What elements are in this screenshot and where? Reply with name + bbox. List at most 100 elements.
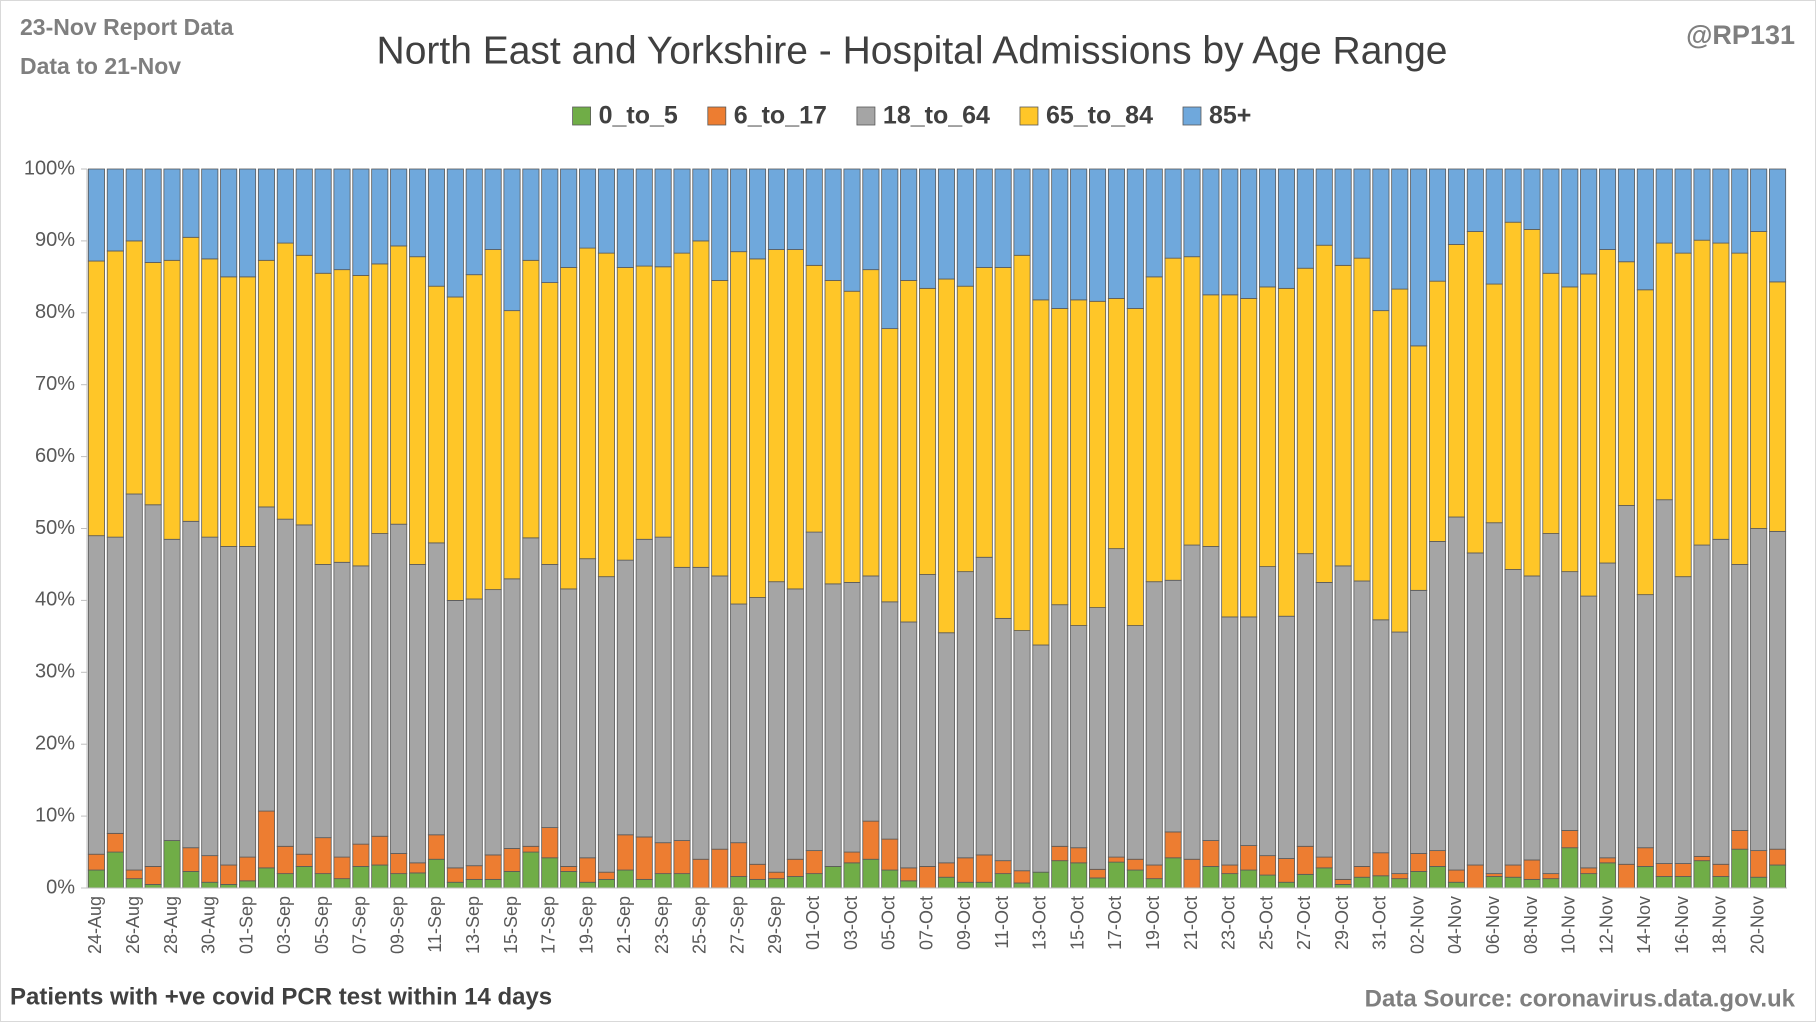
bar-segment xyxy=(1523,859,1541,880)
bar-segment xyxy=(1221,873,1239,889)
bar-segment xyxy=(371,864,389,889)
bar-segment xyxy=(276,242,294,520)
bar-segment xyxy=(673,566,691,841)
bar-segment xyxy=(1485,873,1503,877)
bar-segment xyxy=(862,168,880,271)
y-tick-label: 100% xyxy=(24,157,75,179)
bar-segment xyxy=(749,597,767,865)
bar-segment xyxy=(87,869,105,889)
bar-segment xyxy=(975,267,993,558)
bar-segment xyxy=(1013,254,1031,631)
bar-segment xyxy=(314,837,332,875)
bar-segment xyxy=(824,168,842,281)
bar-segment xyxy=(1580,168,1598,275)
bar-segment xyxy=(1013,168,1031,256)
bar-segment xyxy=(560,866,578,872)
bar-segment xyxy=(484,854,502,880)
bar-segment xyxy=(1542,168,1560,274)
bar-segment xyxy=(1410,589,1428,854)
bar-segment xyxy=(446,867,464,883)
x-tick-label: 10-Nov xyxy=(1559,896,1579,954)
bar-segment xyxy=(881,869,899,889)
y-tick-label: 60% xyxy=(35,445,75,467)
bar-segment xyxy=(1429,541,1447,852)
bar-segment xyxy=(220,546,238,866)
y-tick-label: 70% xyxy=(35,373,75,395)
bar-segment xyxy=(257,259,275,508)
bar-segment xyxy=(371,168,389,265)
bar-segment xyxy=(541,168,559,284)
bar-segment xyxy=(1391,288,1409,633)
bar-segment xyxy=(239,168,257,278)
bar-segment xyxy=(881,168,899,330)
bar-segment xyxy=(1277,615,1295,859)
bar-segment xyxy=(87,853,105,871)
bar-segment xyxy=(1410,871,1428,889)
bar-segment xyxy=(409,564,427,864)
x-tick-label: 07-Oct xyxy=(916,896,936,950)
bar-segment xyxy=(692,858,710,889)
x-tick-label: 25-Sep xyxy=(690,896,710,954)
x-tick-label: 23-Oct xyxy=(1219,896,1239,950)
bar-segment xyxy=(1051,168,1069,309)
bar-segment xyxy=(994,860,1012,875)
bar-segment xyxy=(1126,858,1144,871)
bar-segment xyxy=(1466,552,1484,866)
bar-segment xyxy=(1750,168,1768,232)
bar-segment xyxy=(1561,168,1579,288)
bar-segment xyxy=(1296,845,1314,875)
bar-segment xyxy=(881,328,899,603)
x-tick-label: 31-Oct xyxy=(1370,896,1390,950)
bar-segment xyxy=(1599,857,1617,864)
bar-segment xyxy=(1372,168,1390,312)
bar-segment xyxy=(1089,868,1107,879)
bar-segment xyxy=(956,571,974,859)
bar-segment xyxy=(767,249,785,583)
x-tick-label: 01-Oct xyxy=(803,896,823,950)
x-tick-label: 06-Nov xyxy=(1483,896,1503,954)
bar-segment xyxy=(333,561,351,858)
bar-segment xyxy=(1561,830,1579,849)
bar-segment xyxy=(276,845,294,875)
bar-segment xyxy=(616,267,634,561)
x-tick-label: 03-Sep xyxy=(274,896,294,954)
x-tick-label: 19-Sep xyxy=(576,896,596,954)
bar-segment xyxy=(1504,569,1522,866)
bar-segment xyxy=(654,873,672,889)
bar-segment xyxy=(1599,168,1617,250)
bar-segment xyxy=(106,832,124,853)
bar-segment xyxy=(1334,878,1352,885)
bar-segment xyxy=(730,876,748,889)
bar-segment xyxy=(1617,863,1635,889)
bar-segment xyxy=(1429,866,1447,889)
bar-segment xyxy=(1674,576,1692,864)
bar-segment xyxy=(749,863,767,880)
bar-segment xyxy=(1164,579,1182,833)
bar-segment xyxy=(862,820,880,860)
bar-segment xyxy=(1410,853,1428,872)
bar-segment xyxy=(994,168,1012,268)
bar-segment xyxy=(1164,857,1182,889)
bar-segment xyxy=(1259,874,1277,889)
bar-segment xyxy=(295,524,313,855)
bar-segment xyxy=(956,168,974,287)
bar-segment xyxy=(1013,870,1031,884)
bar-segment xyxy=(1240,869,1258,889)
y-tick-label: 30% xyxy=(35,661,75,683)
x-tick-label: 05-Oct xyxy=(879,896,899,950)
bar-segment xyxy=(465,865,483,880)
bar-segment xyxy=(616,869,634,889)
bar-segment xyxy=(1693,860,1711,889)
bar-segment xyxy=(201,536,219,857)
bar-segment xyxy=(579,558,597,859)
bar-segment xyxy=(1334,168,1352,266)
x-tick-label: 01-Sep xyxy=(236,896,256,954)
legend-label: 18_to_64 xyxy=(883,102,990,130)
bar-segment xyxy=(1051,845,1069,862)
bar-segment xyxy=(1296,267,1314,555)
bar-segment xyxy=(1259,286,1277,568)
bar-segment xyxy=(1051,860,1069,889)
bar-segment xyxy=(1013,882,1031,889)
bar-segment xyxy=(465,168,483,276)
bar-segment xyxy=(1655,499,1673,864)
